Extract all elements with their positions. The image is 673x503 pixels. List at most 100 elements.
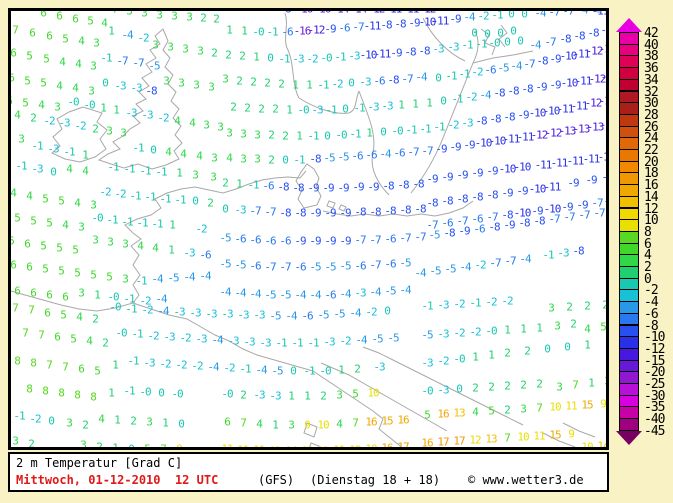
temp-value: 4 [8,131,10,142]
temp-value: 3 [178,76,185,90]
temp-value: 2 [211,46,218,60]
temp-value: 4 [110,8,117,16]
scale-label: -15 [644,353,666,369]
scale-label: 32 [644,84,659,100]
temp-value: -10 [560,76,579,90]
temp-value: 7 [38,328,45,342]
scale-label: -6 [644,306,659,322]
temp-value: -12 [584,96,603,110]
temp-value: 2 [570,317,577,331]
temp-value: -1 [469,296,481,310]
temp-value: -16 [293,24,312,38]
temp-value: -9 [503,218,515,232]
temp-value: -7 [264,205,276,219]
temp-value: 2 [268,153,275,167]
temp-value: -2 [331,77,343,91]
temp-value: 5 [42,192,49,206]
temp-value: 0 [324,129,331,143]
temp-value: 9 [304,418,311,432]
scale-label: 0 [644,271,652,287]
temp-value: -6 [281,25,293,39]
forecast-info: (Dienstag 18 + 18) [310,473,441,487]
temp-value: -3 [367,100,379,114]
info-bar: 2 m Temperatur [Grad C] Mittwoch, 01-12-… [8,452,609,492]
temp-value: 4 [14,108,21,122]
temp-value: 15 [581,398,593,412]
temp-value: 4 [78,34,85,48]
temp-value: 4 [180,147,187,161]
temp-value: 2 [92,122,99,136]
temp-value: -12 [418,8,437,16]
temp-value: 13 [269,446,281,448]
temp-value: 6 [72,12,79,26]
temp-value: 3 [192,168,199,182]
temp-value: 0 [504,35,511,49]
copyright: © www.wetter3.de [468,473,584,487]
temp-value: -11 [591,8,609,18]
temp-value: -7 [354,233,366,247]
temp-value: -6 [351,149,363,163]
temp-value: -16 [313,8,332,16]
temp-value: -4 [459,260,471,274]
temp-value: 3 [210,170,217,184]
temp-value: -1 [334,50,346,64]
temp-value: 1 [112,358,119,372]
temp-value: -6 [473,222,485,236]
temp-value: -8 [418,44,430,58]
temp-value: -1 [325,103,337,117]
temp-value: -9 [307,181,319,195]
temp-value: 0 [497,26,504,40]
scale-label: 18 [644,166,659,182]
temp-value: 3 [520,402,527,416]
temp-value: 8 [58,386,65,400]
temp-value: -14 [331,8,350,16]
temp-value: -3 [125,106,137,120]
temp-value: -2 [43,114,55,128]
temp-value: 1 [169,218,176,232]
temp-value: 2 [520,378,527,392]
temp-value: -10 [418,15,437,29]
temp-value: -8 [380,18,392,32]
scale-label: 28 [644,107,659,123]
temp-value: -3 [269,389,281,403]
temp-value: 4 [584,322,591,336]
temp-value: -3 [323,335,335,349]
temp-value: 5 [42,262,49,276]
temp-value: 6 [40,8,47,20]
temp-value: -11 [384,8,403,16]
temp-value: -1 [132,141,144,155]
temp-value: 0 [517,34,524,48]
temp-value: -9 [309,234,321,248]
temp-value: 2 [488,380,495,394]
temp-value: -6 [279,234,291,248]
temp-value: -1 [135,274,147,288]
temp-value: -4 [399,283,411,297]
temp-value: -3 [348,49,360,63]
temp-value: 5 [488,404,495,418]
temp-value: 0 [290,364,297,378]
temp-value: 9 [600,397,606,411]
temp-value: -4 [121,28,133,42]
temp-value: 3 [336,388,343,402]
temp-value: -2 [179,331,191,345]
temp-value: 1 [488,348,495,362]
temp-value: 2 [130,414,137,428]
temp-value: -9 [567,176,579,190]
temp-value: -2 [195,222,207,236]
temp-value: 6 [56,9,63,23]
scale-label: 42 [644,26,659,41]
temp-value: 16 [365,415,377,429]
temp-value: -1 [451,92,463,106]
temp-value: 3 [193,78,200,92]
temp-value: 3 [141,8,148,20]
temp-value: -8 [489,112,501,126]
temp-value: 9 [568,427,575,441]
temp-value: 8 [26,382,33,396]
temp-value: -9 [339,234,351,248]
scale-label: 10 [644,213,659,229]
temp-value: 17 [397,440,409,450]
temp-value: -6 [471,212,483,226]
temp-value: -4 [151,272,163,286]
temp-value: 0 [267,51,274,65]
temp-value: 1 [168,243,175,257]
